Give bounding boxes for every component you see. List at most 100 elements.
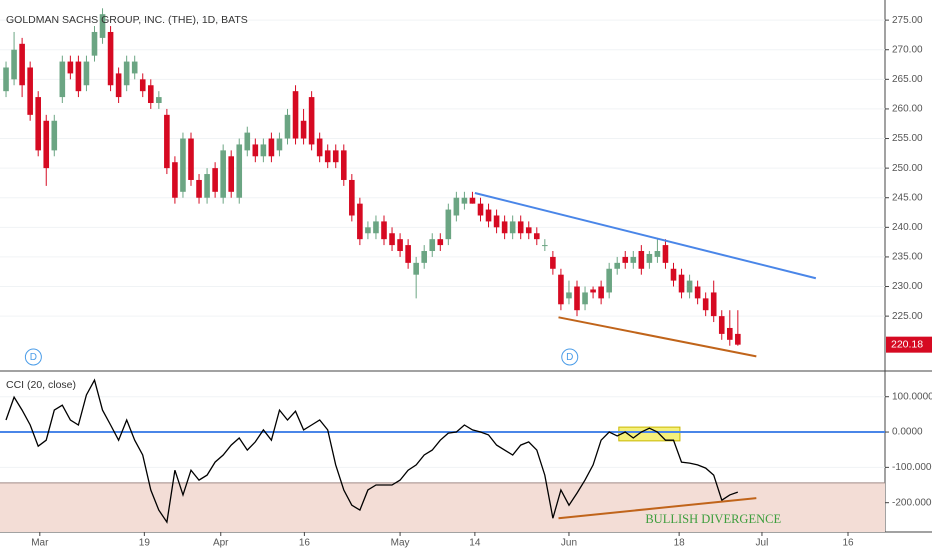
candle-body	[558, 274, 564, 305]
candle-body	[324, 150, 331, 163]
candle-body	[67, 61, 74, 74]
dividend-marker	[24, 348, 42, 366]
candle-body	[139, 79, 146, 92]
dividend-marker	[561, 348, 579, 366]
last-price-tag	[886, 336, 932, 353]
x-tick-label: Jun	[561, 538, 577, 549]
candle-body	[542, 245, 548, 247]
y-tick-label: 260.00	[892, 104, 923, 115]
candle-body	[3, 67, 9, 92]
x-tick-label: 16	[842, 538, 854, 549]
candle-body	[365, 227, 371, 234]
candle-body	[582, 292, 588, 305]
candle-body	[51, 120, 58, 151]
candle-body	[598, 286, 604, 299]
y-tick-label: 235.00	[892, 252, 923, 263]
candle-body	[180, 138, 186, 192]
candle-body	[292, 91, 299, 139]
candle-body	[389, 233, 395, 246]
last-price-label: 220.18	[891, 338, 923, 350]
candle-body	[276, 138, 283, 151]
candle-body	[437, 239, 444, 246]
candle-body	[405, 245, 411, 263]
candle-body	[212, 168, 218, 192]
candle-body	[349, 179, 355, 216]
candle-body	[91, 31, 98, 56]
candle-body	[525, 227, 532, 234]
candle-body	[590, 289, 596, 293]
candle-body	[493, 215, 500, 228]
candle-body	[397, 239, 403, 252]
trend-line	[474, 192, 817, 280]
candle-body	[373, 221, 379, 234]
candle-body	[533, 233, 540, 240]
candle-body	[670, 268, 677, 281]
annotation: BULLISH DIVERGENCE	[645, 512, 781, 526]
candle-body	[421, 251, 428, 263]
y-tick-label: 245.00	[892, 192, 923, 203]
candle-body	[710, 292, 717, 317]
x-tick-label: 14	[469, 538, 481, 549]
candle-body	[196, 179, 202, 198]
y-tick-label: 240.00	[892, 222, 923, 233]
candle-body	[678, 274, 685, 293]
candle-body	[357, 203, 363, 240]
y-tick-label: 250.00	[892, 163, 923, 174]
x-tick-label: Jul	[756, 538, 769, 549]
candle-body	[381, 221, 387, 240]
candle-body	[172, 162, 178, 198]
chart-title: GOLDMAN SACHS GROUP, INC. (THE), 1D, BAT…	[6, 14, 248, 26]
candle-body	[654, 251, 661, 257]
y-tick-label: 275.00	[892, 15, 923, 26]
indicator-title: CCI (20, close)	[6, 379, 76, 391]
candle-body	[236, 144, 243, 198]
candle-body	[220, 150, 226, 198]
candle-body	[574, 286, 580, 311]
candle-body	[606, 268, 612, 293]
candle-body	[566, 292, 572, 299]
candle-body	[156, 97, 162, 104]
candle-body	[718, 316, 725, 334]
candle-body	[123, 61, 130, 86]
dividend-label: D	[566, 352, 573, 363]
candle-body	[75, 61, 82, 92]
candle-body	[99, 14, 106, 38]
candle-body	[284, 114, 291, 139]
y-tick-label: -100.0000	[892, 462, 932, 473]
candle-body	[509, 221, 516, 234]
candle-body	[726, 327, 733, 340]
candle-body	[413, 262, 419, 275]
candle-body	[11, 49, 17, 80]
candle-body	[228, 156, 235, 192]
candle-body	[735, 333, 741, 345]
candle-body	[453, 197, 460, 216]
oversold-band	[0, 482, 885, 532]
candle-body	[27, 67, 33, 115]
x-tick-label: 18	[674, 538, 686, 549]
candle-body	[340, 150, 347, 180]
candle-body	[630, 256, 637, 263]
candle-body	[469, 197, 476, 204]
candle-body	[244, 132, 251, 151]
candle-body	[164, 114, 170, 169]
candle-body	[614, 262, 621, 269]
cci-line	[5, 378, 739, 524]
candle-body	[485, 209, 492, 222]
y-tick-label: 270.00	[892, 44, 923, 55]
trend-line	[558, 316, 757, 358]
candle-body	[260, 144, 267, 157]
candle-body	[694, 286, 701, 299]
candle-body	[308, 97, 315, 145]
candle-body	[252, 144, 259, 157]
y-tick-label: 255.00	[892, 133, 923, 144]
x-tick-label: May	[391, 538, 410, 549]
candle-body	[662, 245, 669, 263]
x-tick-label: Mar	[31, 538, 49, 549]
candle-body	[59, 61, 66, 98]
divergence-line	[558, 497, 757, 520]
candle-body	[429, 239, 436, 252]
y-tick-label: -200.0000	[892, 497, 932, 508]
